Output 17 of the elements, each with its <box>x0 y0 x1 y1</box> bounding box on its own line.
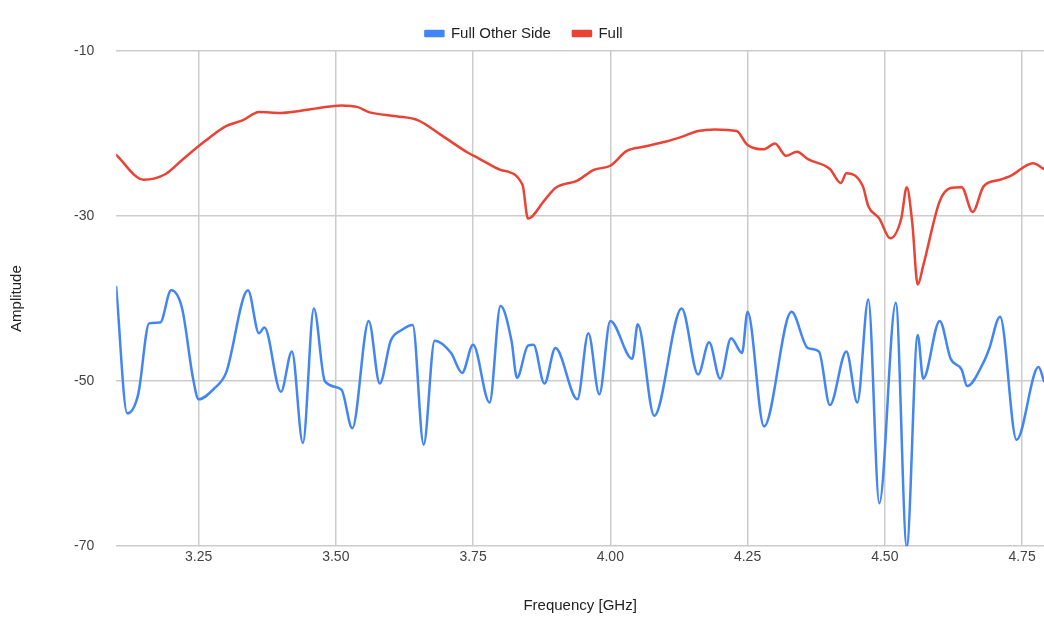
x-tick-label: 3.75 <box>459 548 487 565</box>
line-series <box>116 104 1044 286</box>
x-tick-label: 4.75 <box>1008 548 1036 565</box>
x-tick-label: 3.25 <box>184 548 213 565</box>
x-axis-title: Frequency [GHz] <box>523 596 637 614</box>
y-tick-label: -30 <box>74 206 95 223</box>
line-series <box>116 285 1044 547</box>
x-tick-label: 4.50 <box>871 548 899 565</box>
y-tick-label: -50 <box>74 371 95 388</box>
x-tick-label: 4.25 <box>733 548 762 565</box>
legend-label: Full Other Side <box>450 23 551 41</box>
legend-label: Full <box>598 23 623 41</box>
x-tick-label: 3.50 <box>322 548 350 565</box>
y-tick-label: -70 <box>74 537 95 554</box>
x-tick-label: 4.00 <box>596 548 625 565</box>
y-axis-title: Amplitude <box>7 265 25 332</box>
y-tick-label: -10 <box>74 41 95 58</box>
